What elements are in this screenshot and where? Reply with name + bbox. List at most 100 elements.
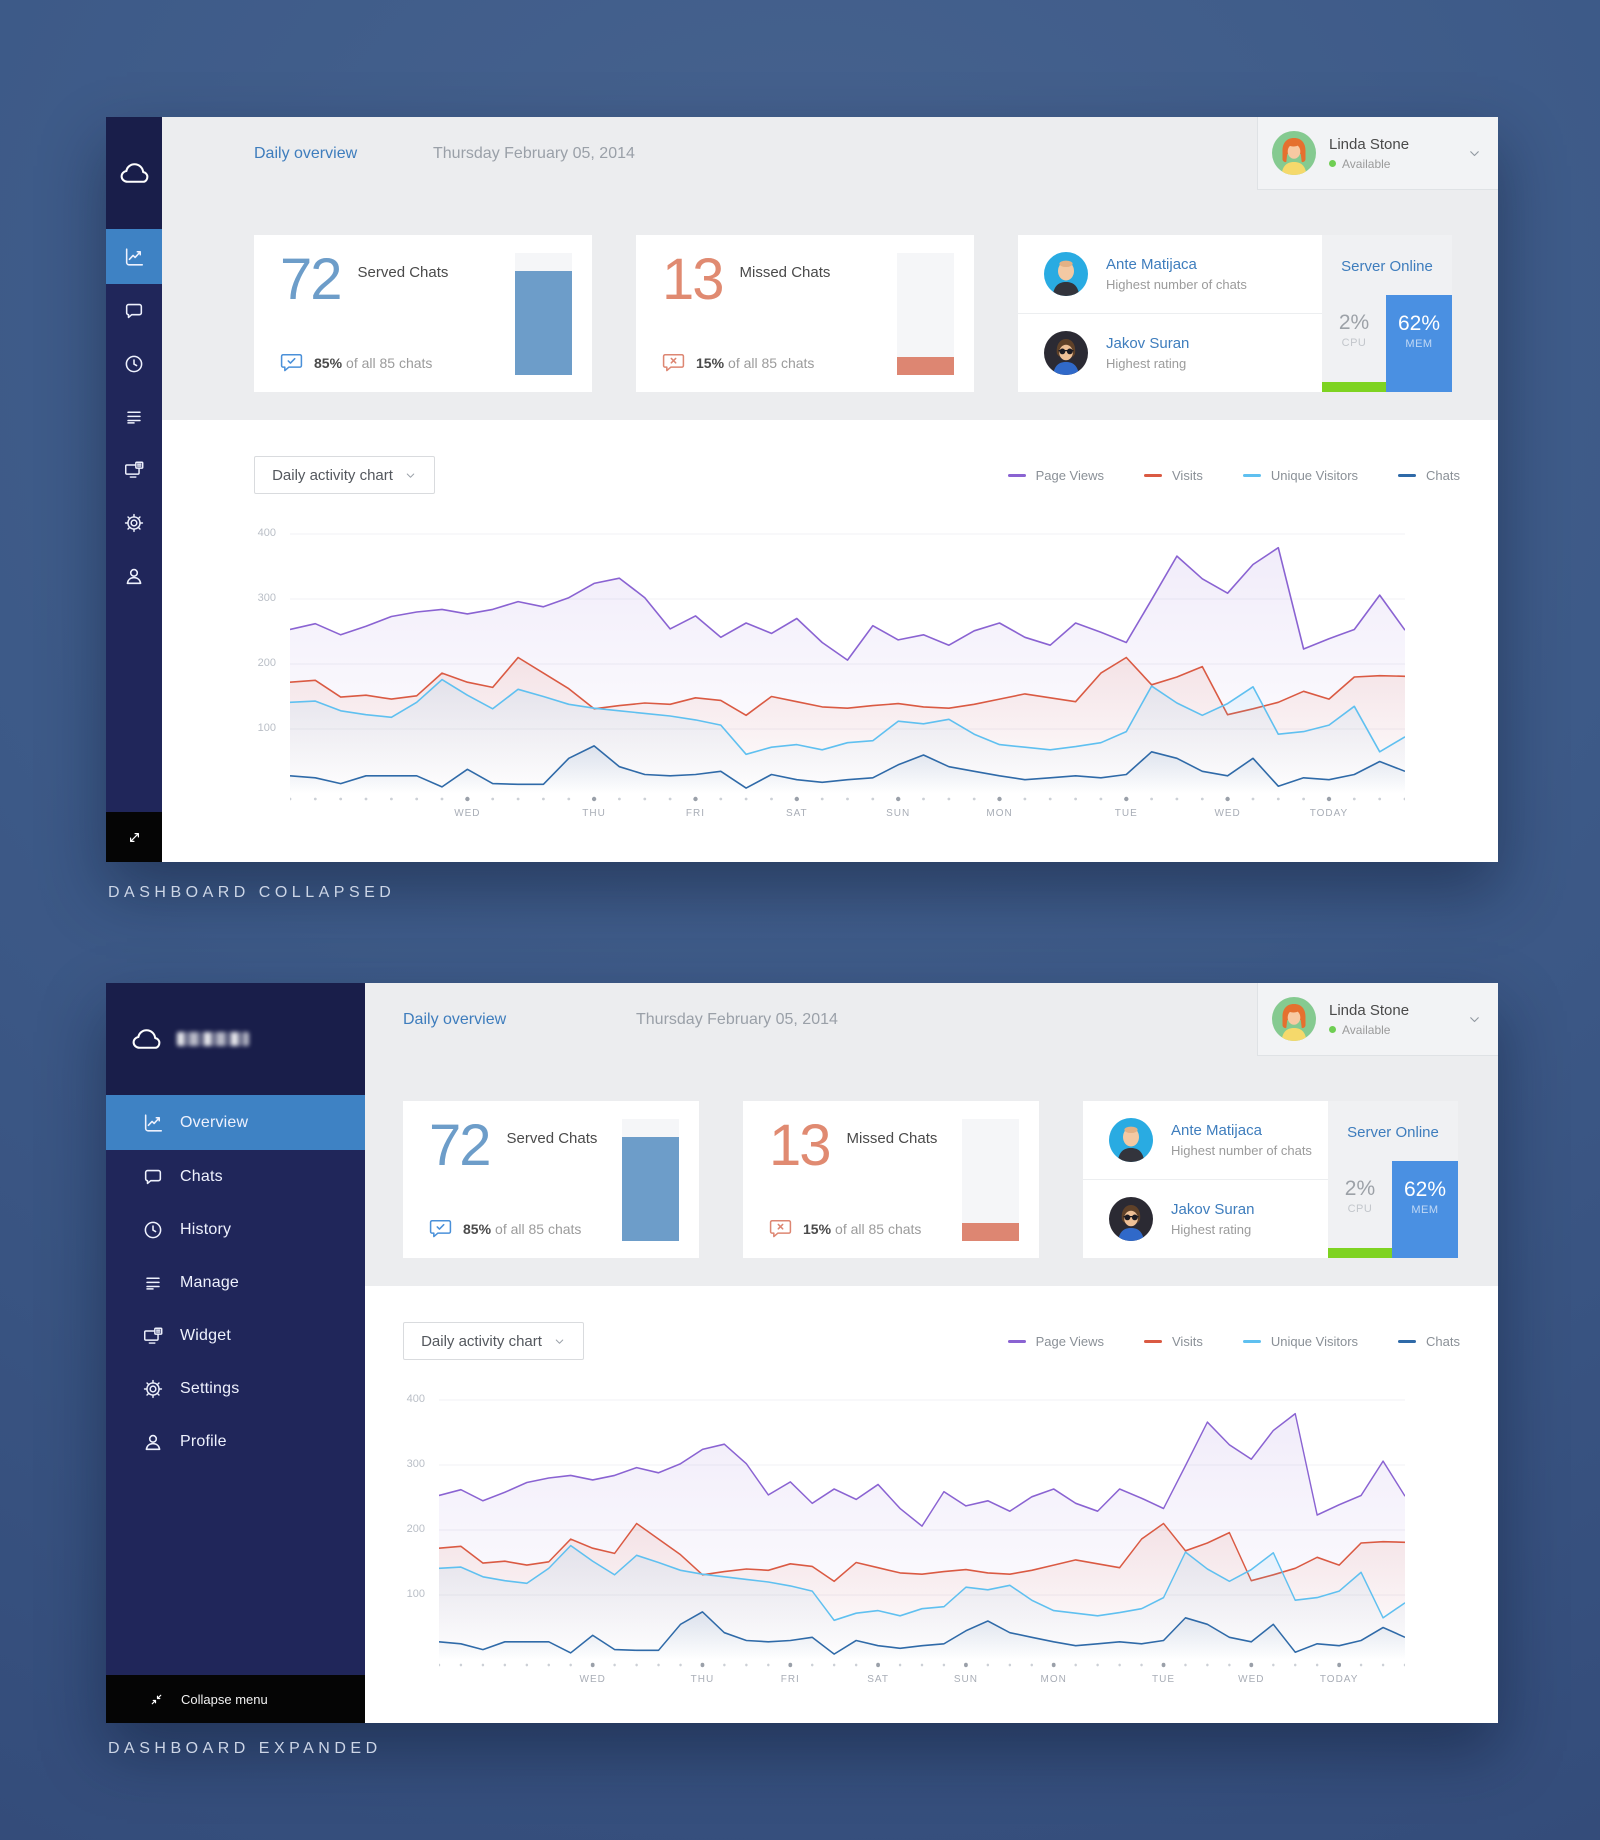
main-content: Daily overview Thursday February 05, 201…	[365, 983, 1498, 1723]
sidebar-item-settings[interactable]	[106, 496, 162, 549]
x-axis-label: SAT	[785, 808, 808, 819]
collapse-icon	[148, 1691, 165, 1708]
sidebar-item-widget[interactable]	[106, 443, 162, 496]
check-bubble-icon	[429, 1219, 452, 1239]
stats-row: 72 Served Chats 85% of all 85 chats 13 Mi…	[365, 1056, 1498, 1286]
user-name: Linda Stone	[1329, 135, 1410, 153]
main-content: Daily overview Thursday February 05, 201…	[162, 117, 1498, 862]
legend-item-visits[interactable]: Visits	[1144, 1334, 1203, 1349]
sidebar-item-profile[interactable]: Profile	[106, 1415, 365, 1468]
missed-progress-bar	[897, 253, 954, 375]
cpu-stat: 2% CPU	[1338, 311, 1370, 349]
sidebar-item-profile[interactable]	[106, 549, 162, 602]
missed-label: Missed Chats	[846, 1130, 938, 1147]
dashboard-collapsed: Daily overview Thursday February 05, 201…	[106, 117, 1498, 862]
server-panel: Server Online 2% CPU 62% MEM	[1327, 1101, 1458, 1258]
missed-chats-card: 13 Missed Chats 15% of all 85 chats	[743, 1101, 1040, 1258]
x-bubble-icon	[662, 353, 685, 373]
served-label: Served Chats	[506, 1130, 598, 1147]
member-name[interactable]: Ante Matijaca	[1171, 1122, 1262, 1139]
collapse-menu-label: Collapse menu	[181, 1691, 268, 1707]
user-menu[interactable]: Linda Stone Available	[1257, 117, 1498, 190]
missed-value: 13	[769, 1113, 831, 1178]
caption-collapsed: DASHBOARD COLLAPSED	[108, 884, 396, 901]
activity-chart-canvas	[290, 533, 1405, 802]
chat-icon	[123, 300, 145, 322]
member-name[interactable]: Jakov Suran	[1106, 335, 1190, 352]
legend-label: Unique Visitors	[1270, 467, 1359, 483]
chart-type-dropdown[interactable]: Daily activity chart	[403, 1322, 584, 1360]
legend-label: Visits	[1172, 1333, 1203, 1349]
team-list: Ante Matijaca Highest number of chats Ja…	[1083, 1101, 1328, 1258]
sidebar-expanded: Overview Chats History Manage Widget Settings…	[106, 983, 365, 1723]
mem-stat: 62% MEM	[1386, 294, 1452, 392]
chevron-down-icon	[1467, 146, 1482, 161]
legend-swatch	[1242, 473, 1261, 477]
chevron-down-icon	[404, 469, 417, 482]
member-avatar	[1044, 331, 1088, 375]
sidebar-item-history[interactable]: History	[106, 1203, 365, 1256]
member-subtitle: Highest number of chats	[1106, 277, 1247, 292]
legend-item-page-views[interactable]: Page Views	[1007, 1334, 1104, 1349]
y-axis-tick: 200	[257, 657, 276, 669]
served-progress-fill	[622, 1137, 680, 1241]
server-panel: Server Online 2% CPU 62% MEM	[1322, 235, 1452, 392]
stack-icon	[123, 406, 145, 428]
sidebar-item-manage[interactable]	[106, 390, 162, 443]
sidebar-item-overview[interactable]	[106, 229, 162, 284]
expand-menu-button[interactable]	[106, 812, 162, 862]
server-health-bar	[1322, 382, 1386, 392]
gear-icon	[142, 1378, 164, 1400]
legend-item-chats[interactable]: Chats	[1398, 1334, 1460, 1349]
page-title: Daily overview	[254, 144, 358, 162]
collapse-menu-button[interactable]: Collapse menu	[106, 1675, 365, 1723]
sidebar-item-manage[interactable]: Manage	[106, 1256, 365, 1309]
clock-icon	[123, 353, 145, 375]
member-subtitle: Highest number of chats	[1171, 1143, 1312, 1158]
app-logo[interactable]	[106, 117, 162, 229]
x-axis-label: TODAY	[1319, 1674, 1359, 1685]
missed-progress-fill	[962, 1222, 1020, 1241]
x-axis-label: THU	[690, 1674, 715, 1685]
activity-chart: 100 200 300 400 WED THU FRI SAT SUN MON TUE WED TODA…	[407, 1380, 1405, 1702]
member-avatar	[1109, 1197, 1154, 1241]
member-name[interactable]: Jakov Suran	[1171, 1201, 1255, 1218]
x-axis-label: WED	[579, 1674, 606, 1685]
sidebar-item-overview[interactable]: Overview	[106, 1095, 365, 1150]
sidebar-item-chats[interactable]: Chats	[106, 1150, 365, 1203]
page-title: Daily overview	[403, 1010, 507, 1028]
served-chats-card: 72 Served Chats 85% of all 85 chats	[254, 235, 592, 392]
legend-swatch	[1007, 473, 1026, 477]
member-name[interactable]: Ante Matijaca	[1106, 256, 1197, 273]
legend-label: Unique Visitors	[1270, 1333, 1359, 1349]
sidebar-item-settings[interactable]: Settings	[106, 1362, 365, 1415]
legend-item-unique-visitors[interactable]: Unique Visitors	[1242, 1333, 1359, 1349]
sidebar-item-label: Settings	[180, 1379, 240, 1397]
missed-note: 15% of all 85 chats	[662, 353, 814, 373]
legend-item-visits[interactable]: Visits	[1144, 468, 1203, 483]
legend-item-chats[interactable]: Chats	[1398, 468, 1460, 483]
legend-item-page-views[interactable]: Page Views	[1007, 467, 1104, 483]
sidebar-item-chats[interactable]	[106, 284, 162, 337]
missed-progress-fill	[897, 356, 954, 375]
user-menu[interactable]: Linda Stone Available	[1257, 983, 1498, 1056]
server-status: Server Online	[1347, 1124, 1439, 1141]
legend-swatch	[1144, 473, 1162, 477]
person-icon	[142, 1431, 164, 1453]
app-logo[interactable]	[106, 983, 365, 1095]
legend-label: Visits	[1172, 467, 1203, 483]
legend-item-unique-visitors[interactable]: Unique Visitors	[1242, 467, 1359, 483]
expand-icon	[126, 829, 143, 846]
server-status: Server Online	[1341, 258, 1433, 275]
gear-icon	[123, 512, 145, 534]
legend-label: Page Views	[1035, 467, 1104, 483]
sidebar-item-history[interactable]	[106, 337, 162, 390]
chart-type-dropdown[interactable]: Daily activity chart	[254, 456, 435, 494]
team-list: Ante Matijaca Highest number of chats Ja…	[1018, 235, 1322, 392]
team-member-row: Ante Matijaca Highest number of chats	[1083, 1101, 1328, 1179]
chart-legend: Page Views Visits Unique Visitors Chats	[1007, 1333, 1460, 1349]
activity-section: Daily activity chart Page Views Visits U…	[162, 420, 1498, 862]
sidebar-item-widget[interactable]: Widget	[106, 1309, 365, 1362]
clock-icon	[142, 1219, 164, 1241]
chart-icon	[123, 246, 145, 268]
